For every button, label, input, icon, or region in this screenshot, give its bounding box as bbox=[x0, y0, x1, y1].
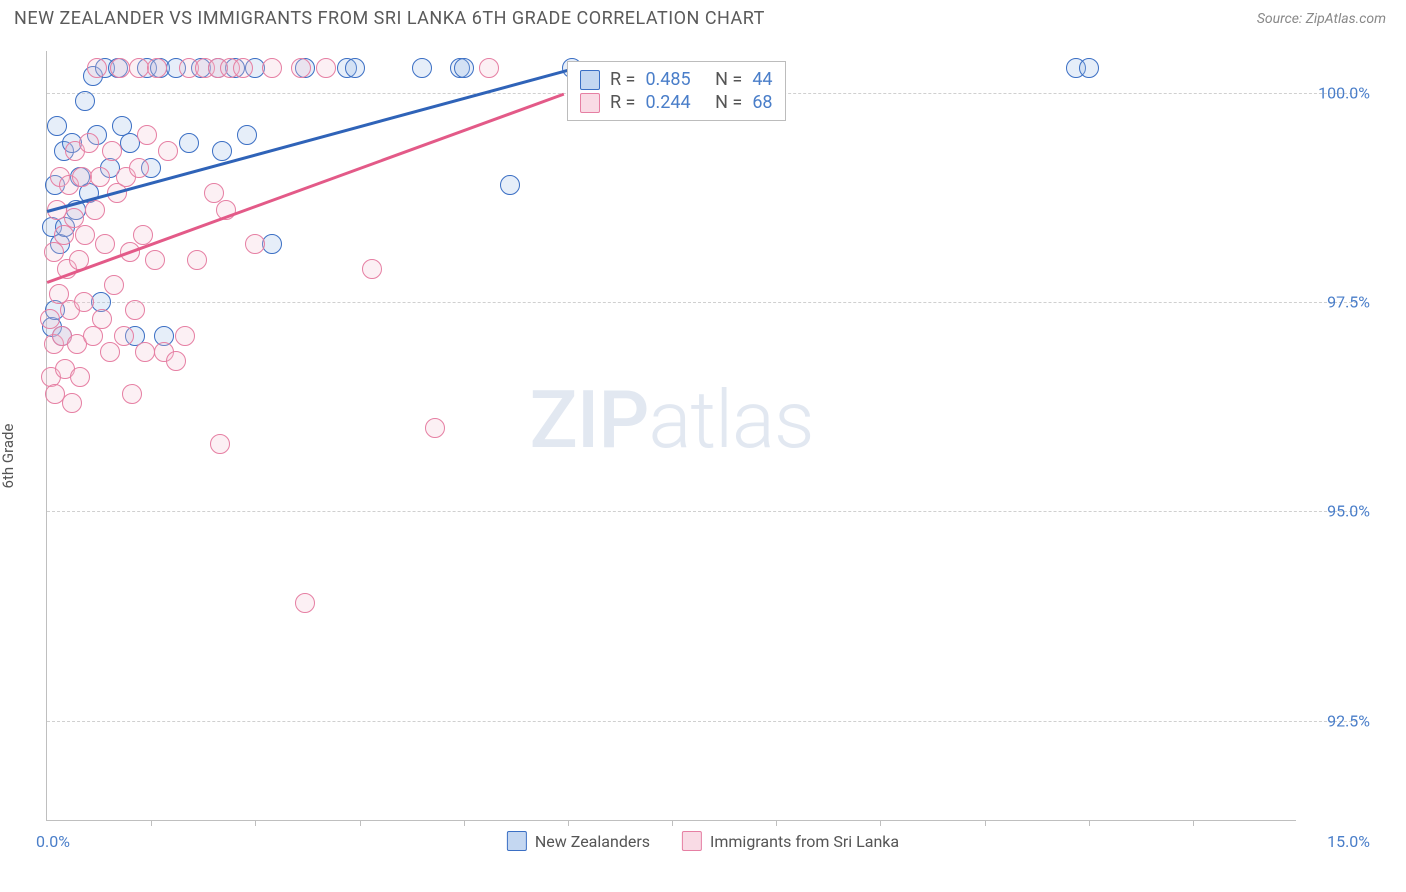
scatter-point bbox=[90, 167, 110, 187]
scatter-point bbox=[262, 58, 282, 78]
scatter-point bbox=[175, 326, 195, 346]
scatter-point bbox=[179, 133, 199, 153]
x-tick bbox=[255, 820, 256, 826]
scatter-point bbox=[158, 141, 178, 161]
scatter-point bbox=[70, 367, 90, 387]
scatter-point bbox=[295, 593, 315, 613]
scatter-point bbox=[500, 175, 520, 195]
scatter-point bbox=[75, 91, 95, 111]
x-tick bbox=[151, 820, 152, 826]
correlation-row: R = 0.485 N = 44 bbox=[580, 68, 773, 91]
scatter-point bbox=[187, 250, 207, 270]
scatter-point bbox=[114, 326, 134, 346]
x-tick bbox=[672, 820, 673, 826]
scatter-point bbox=[62, 393, 82, 413]
y-tick-label: 92.5% bbox=[1327, 711, 1370, 730]
x-tick bbox=[568, 820, 569, 826]
series-swatch bbox=[580, 93, 600, 113]
x-tick bbox=[776, 820, 777, 826]
x-tick bbox=[880, 820, 881, 826]
scatter-point bbox=[47, 116, 67, 136]
y-tick-label: 100.0% bbox=[1318, 83, 1370, 102]
scatter-point bbox=[79, 133, 99, 153]
scatter-point bbox=[87, 58, 107, 78]
x-tick bbox=[1089, 820, 1090, 826]
scatter-point bbox=[85, 200, 105, 220]
scatter-point bbox=[75, 225, 95, 245]
scatter-point bbox=[92, 309, 112, 329]
scatter-point bbox=[122, 384, 142, 404]
scatter-point bbox=[147, 58, 167, 78]
correlation-row: R = 0.244 N = 68 bbox=[580, 91, 773, 114]
source-attribution: Source: ZipAtlas.com bbox=[1257, 11, 1386, 27]
watermark: ZIPatlas bbox=[530, 373, 814, 467]
scatter-point bbox=[95, 234, 115, 254]
scatter-point bbox=[425, 418, 445, 438]
scatter-point bbox=[100, 342, 120, 362]
scatter-point bbox=[291, 58, 311, 78]
scatter-point bbox=[125, 300, 145, 320]
scatter-point bbox=[129, 58, 149, 78]
scatter-point bbox=[233, 58, 253, 78]
scatter-point bbox=[145, 250, 165, 270]
gridline bbox=[47, 302, 1357, 303]
legend-item: New Zealanders bbox=[507, 831, 650, 851]
scatter-point bbox=[316, 58, 336, 78]
y-tick-label: 95.0% bbox=[1327, 502, 1370, 521]
scatter-point bbox=[74, 292, 94, 312]
scatter-point bbox=[210, 434, 230, 454]
scatter-point bbox=[345, 58, 365, 78]
scatter-point bbox=[102, 141, 122, 161]
scatter-point bbox=[129, 158, 149, 178]
y-tick-label: 97.5% bbox=[1327, 293, 1370, 312]
legend-label: Immigrants from Sri Lanka bbox=[710, 832, 899, 851]
gridline bbox=[47, 511, 1357, 512]
scatter-point bbox=[1079, 58, 1099, 78]
x-tick bbox=[985, 820, 986, 826]
plot-region: ZIPatlas 100.0%97.5%95.0%92.5% R = 0.485… bbox=[46, 51, 1296, 821]
y-axis-label: 6th Grade bbox=[0, 424, 17, 489]
chart-area: 6th Grade ZIPatlas 100.0%97.5%95.0%92.5%… bbox=[0, 37, 1406, 857]
series-swatch bbox=[580, 70, 600, 90]
x-axis-max-label: 15.0% bbox=[1327, 832, 1370, 851]
scatter-point bbox=[104, 275, 124, 295]
correlation-box: R = 0.485 N = 44 R = 0.244 N = 68 bbox=[567, 61, 786, 121]
x-tick bbox=[464, 820, 465, 826]
scatter-point bbox=[454, 58, 474, 78]
legend: New Zealanders Immigrants from Sri Lanka bbox=[507, 831, 899, 851]
chart-title: NEW ZEALANDER VS IMMIGRANTS FROM SRI LAN… bbox=[14, 8, 765, 29]
legend-swatch bbox=[682, 831, 702, 851]
scatter-point bbox=[245, 234, 265, 254]
scatter-point bbox=[479, 58, 499, 78]
x-tick bbox=[1193, 820, 1194, 826]
chart-header: NEW ZEALANDER VS IMMIGRANTS FROM SRI LAN… bbox=[0, 0, 1406, 37]
scatter-point bbox=[237, 125, 257, 145]
legend-swatch bbox=[507, 831, 527, 851]
scatter-point bbox=[212, 141, 232, 161]
scatter-point bbox=[362, 259, 382, 279]
legend-item: Immigrants from Sri Lanka bbox=[682, 831, 899, 851]
scatter-point bbox=[412, 58, 432, 78]
x-axis-min-label: 0.0% bbox=[36, 832, 70, 851]
scatter-point bbox=[166, 351, 186, 371]
legend-label: New Zealanders bbox=[535, 832, 650, 851]
scatter-point bbox=[110, 58, 130, 78]
x-tick bbox=[360, 820, 361, 826]
gridline bbox=[47, 721, 1357, 722]
scatter-point bbox=[137, 125, 157, 145]
scatter-point bbox=[135, 342, 155, 362]
